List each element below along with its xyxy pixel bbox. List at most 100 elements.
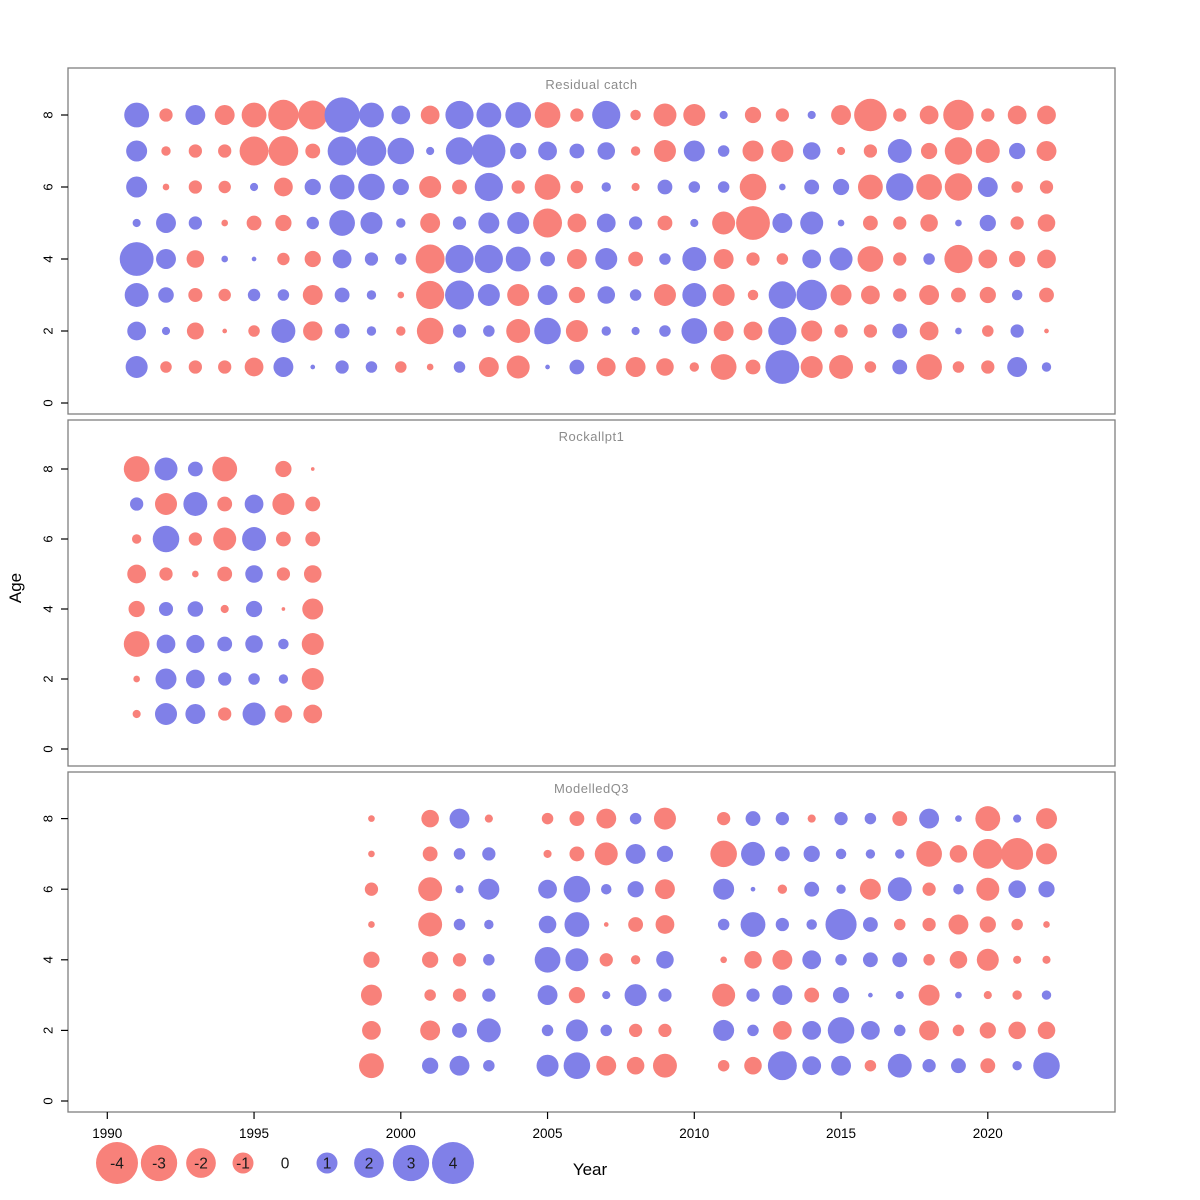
y-tick-label: 8 <box>41 465 56 472</box>
residual-bubble <box>449 1055 470 1076</box>
x-tick-label: 2010 <box>679 1126 709 1141</box>
residual-bubble <box>1037 214 1056 232</box>
residual-bubble <box>1010 216 1024 230</box>
residual-bubble <box>360 211 383 235</box>
residual-bubble <box>452 953 467 967</box>
residual-bubble <box>449 808 470 829</box>
residual-bubble <box>975 139 1000 163</box>
x-tick-label: 2000 <box>386 1126 416 1141</box>
residual-bubble <box>807 814 816 823</box>
residual-bubble <box>629 289 642 301</box>
residual-bubble <box>537 985 558 1006</box>
residual-bubble <box>422 846 438 862</box>
residual-bubble <box>979 916 996 933</box>
residual-bubble <box>185 669 205 689</box>
residual-bubble <box>359 102 384 128</box>
residual-bubble <box>510 142 527 160</box>
y-tick-label: 6 <box>41 886 56 893</box>
residual-bubble <box>628 917 644 932</box>
residual-bubble <box>275 460 292 478</box>
residual-bubble <box>800 355 823 379</box>
residual-bubble <box>484 814 493 823</box>
residual-bubble <box>710 354 737 380</box>
residual-bubble <box>186 322 204 340</box>
residual-bubble <box>420 213 441 233</box>
residual-bubble <box>656 845 674 863</box>
residual-bubble <box>185 704 206 724</box>
residual-bubble <box>368 850 375 858</box>
residual-bubble <box>445 137 474 165</box>
residual-bubble <box>563 1052 591 1079</box>
residual-bubble <box>1009 142 1026 160</box>
residual-bubble <box>566 249 587 269</box>
residual-bubble <box>187 461 203 477</box>
residual-bubble <box>837 219 845 227</box>
residual-bubble <box>272 492 295 516</box>
residual-bubble <box>976 877 1000 901</box>
residual-bubble <box>857 246 884 272</box>
residual-bubble <box>472 134 506 168</box>
residual-bubble <box>712 983 736 1007</box>
residual-bubble <box>505 102 532 128</box>
residual-bubble <box>628 216 643 230</box>
residual-bubble <box>356 136 387 166</box>
legend-bubble <box>232 1152 254 1174</box>
residual-bubble <box>188 180 202 194</box>
residual-bubble <box>776 253 789 265</box>
residual-bubble <box>484 919 494 930</box>
residual-bubble <box>565 319 588 343</box>
residual-bubble <box>158 287 174 303</box>
residual-bubble <box>916 354 942 380</box>
residual-bubble <box>395 253 407 265</box>
residual-bubble <box>719 110 728 120</box>
residual-bubble <box>420 1020 441 1041</box>
residual-bubble <box>217 636 233 652</box>
residual-bubble <box>630 955 641 965</box>
residual-bubble <box>563 875 591 903</box>
residual-bubble <box>123 456 150 482</box>
residual-bubble <box>779 183 786 191</box>
residual-bubble <box>592 100 621 130</box>
residual-bubble <box>895 991 904 1000</box>
residual-bubble <box>298 100 328 130</box>
residual-bubble <box>710 840 737 868</box>
residual-bubble <box>244 494 264 514</box>
residual-bubble <box>955 815 962 822</box>
residual-bubble <box>772 949 793 970</box>
residual-bubble <box>720 956 727 964</box>
residual-bubble <box>119 242 154 276</box>
residual-bubble <box>862 952 878 968</box>
residual-bubble <box>713 321 734 341</box>
residual-bubble <box>568 286 586 304</box>
residual-bubble <box>218 180 231 194</box>
y-tick-label: 4 <box>41 605 56 612</box>
residual-bubble <box>569 846 585 862</box>
residual-bubble <box>892 811 908 827</box>
residual-bubble <box>426 146 435 156</box>
residual-bubble <box>218 707 232 721</box>
residual-bubble <box>334 287 350 303</box>
residual-bubble <box>626 1056 645 1075</box>
residual-bubble <box>1011 289 1023 301</box>
residual-bubble <box>857 174 883 200</box>
residual-bubble <box>655 915 675 934</box>
residual-bubble <box>564 912 590 937</box>
residual-bubble <box>595 247 618 271</box>
residual-bubble <box>628 251 644 267</box>
residual-bubble <box>834 811 848 826</box>
residual-bubble <box>895 849 905 859</box>
residual-bubble <box>392 178 409 196</box>
residual-bubble <box>534 946 561 973</box>
residual-bubble <box>741 841 765 866</box>
residual-bubble <box>534 174 561 200</box>
residual-bubble <box>161 326 171 336</box>
legend-bubble <box>432 1142 474 1184</box>
residual-bubble <box>949 951 968 969</box>
residual-bubble <box>981 108 995 122</box>
residual-bubble <box>628 1023 643 1038</box>
residual-bubble <box>482 988 496 1002</box>
residual-bubble <box>303 321 323 341</box>
residual-bubble <box>303 565 322 583</box>
x-tick-label: 2020 <box>973 1126 1003 1141</box>
residual-bubble <box>801 320 823 342</box>
